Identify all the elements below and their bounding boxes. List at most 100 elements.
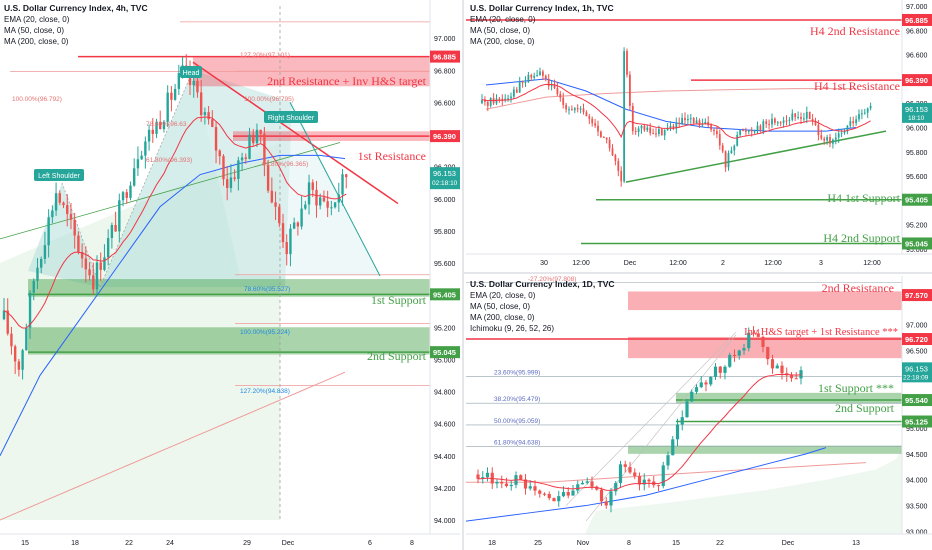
- h4-fib-label: 100.00%(96.792): [12, 96, 62, 103]
- h1-candle-body: [756, 125, 759, 132]
- d1-candle-body: [628, 466, 632, 473]
- chart-canvas-4h[interactable]: 97.00096.80096.60096.40096.20096.00095.8…: [0, 0, 460, 550]
- h4-candle-body: [255, 129, 259, 144]
- ma50-indicator-label[interactable]: MA (50, close, 0): [4, 26, 65, 35]
- h4-candle-body: [133, 168, 136, 186]
- h4-candle-body: [6, 310, 9, 334]
- h4-candle-body: [278, 206, 281, 224]
- h4-candle-body: [263, 133, 266, 165]
- h1-candle-body: [524, 82, 527, 84]
- h4-price-tick: 94.400: [434, 454, 456, 461]
- h4-last-price: 96.153: [433, 169, 456, 178]
- h1-candle-body: [721, 145, 724, 152]
- h1-candle-body: [588, 116, 591, 119]
- d1-time-tick: 15: [672, 540, 680, 547]
- h4-countdown: 02:18:10: [432, 180, 458, 187]
- h1-candle-body: [486, 101, 489, 106]
- chart-canvas-1h[interactable]: 97.00096.80096.60096.40096.20096.00095.8…: [466, 0, 932, 270]
- h4-time-tick: 18: [71, 540, 79, 547]
- d1-candle-body: [709, 376, 713, 385]
- h1-candle-body: [866, 108, 869, 113]
- h4-pattern-line: [99, 70, 194, 288]
- d1-candle-body: [523, 479, 528, 489]
- h4-price-axis-bg: [430, 0, 460, 550]
- h4-ema20-line: [3, 116, 347, 329]
- d1-ema20-line: [477, 373, 802, 491]
- h4-time-tick: 15: [21, 540, 29, 547]
- h1-candle-body: [863, 112, 866, 114]
- chart-title-4h: U.S. Dollar Currency Index, 4h, TVC: [4, 3, 148, 13]
- h1-candle-body: [585, 112, 588, 117]
- h4-candle-body: [21, 350, 24, 370]
- h1-candle-body: [791, 113, 794, 120]
- h4-last-price-bg: [430, 167, 460, 190]
- d1-candle-body: [794, 378, 798, 380]
- d1-candle-body: [604, 501, 608, 506]
- h4-candle-body: [211, 119, 214, 128]
- d1-ma200-line: [466, 462, 867, 483]
- h4-support-zone-2: [28, 327, 430, 355]
- h4-candle-body: [240, 157, 244, 161]
- ema-indicator-label[interactable]: EMA (20, close, 0): [470, 291, 536, 300]
- panel-divider-vertical[interactable]: [462, 0, 464, 550]
- ma200-indicator-label[interactable]: MA (200, close, 0): [470, 37, 535, 46]
- h1-sup1-price-tag-bg: [902, 193, 932, 206]
- h1-candle-body: [788, 119, 791, 121]
- ma200-indicator-label[interactable]: MA (200, close, 0): [4, 37, 69, 46]
- ma200-indicator-label[interactable]: MA (200, close, 0): [470, 313, 535, 322]
- chart-panel-4h[interactable]: 97.00096.80096.60096.40096.20096.00095.8…: [0, 0, 460, 550]
- h1-candle-body: [626, 51, 628, 75]
- h4-candle-body: [162, 121, 166, 130]
- d1-candle-body: [623, 464, 627, 467]
- chart-panel-1d[interactable]: 97.00096.50096.00095.50095.00094.50094.0…: [466, 276, 932, 550]
- chart-panel-1h[interactable]: 97.00096.80096.60096.40096.20096.00095.8…: [466, 0, 932, 270]
- h1-candle-body: [591, 118, 594, 124]
- d1-candle-body: [590, 481, 594, 487]
- ma50-indicator-label[interactable]: MA (50, close, 0): [470, 302, 531, 311]
- ichimoku-indicator-label[interactable]: Ichimoku (9, 26, 52, 26): [470, 324, 555, 333]
- d1-ichimoku-cloud: [586, 448, 902, 534]
- d1-candle-body: [528, 486, 532, 489]
- panel-divider-horizontal[interactable]: [464, 272, 932, 274]
- d1-price-tick: 93.000: [906, 529, 928, 536]
- h4-right-shoulder-tag: Right Shoulder: [268, 115, 315, 122]
- d1-ma50-line: [466, 447, 827, 522]
- h1-candle-body: [643, 125, 646, 131]
- h4-candle-body: [166, 92, 169, 122]
- d1-fib-label: 61.80%(94.638): [494, 440, 540, 447]
- h1-candle-body: [701, 123, 704, 126]
- h1-candle-body: [634, 131, 637, 133]
- h1-last-price: 96.153: [905, 105, 928, 114]
- h1-candle-body: [704, 122, 707, 124]
- h1-candle-body: [762, 121, 765, 131]
- h1-candle-body: [820, 135, 823, 139]
- chart-canvas-1d[interactable]: 97.00096.50096.00095.50095.00094.50094.0…: [466, 276, 932, 550]
- h4-candle-body: [170, 92, 173, 100]
- d1-support-2-label: 2nd Support: [835, 401, 895, 415]
- h1-candle-body: [623, 51, 625, 182]
- h4-candle-body: [326, 201, 329, 208]
- d1-candle-body: [637, 476, 642, 485]
- h1-candle-body: [576, 108, 579, 110]
- h4-candle-body: [233, 177, 236, 179]
- d1-candle-body: [504, 483, 509, 487]
- d1-candle-body: [542, 493, 547, 495]
- d1-sup1-price-tag: 95.540: [905, 396, 928, 405]
- h4-time-tick: Dec: [282, 540, 295, 547]
- d1-candle-body: [580, 482, 585, 485]
- h4-candle-body: [296, 222, 300, 227]
- ema-indicator-label[interactable]: EMA (20, close, 0): [4, 15, 70, 24]
- h4-candle-body: [199, 92, 203, 116]
- d1-support-zone-2: [628, 445, 902, 454]
- h4-time-tick: 8: [410, 540, 414, 547]
- h1-candle-body: [579, 108, 582, 110]
- h1-candle-body: [716, 131, 718, 135]
- h4-candle-body: [345, 174, 348, 178]
- ema-indicator-label[interactable]: EMA (20, close, 0): [470, 15, 536, 24]
- h4-price-tick: 96.000: [434, 197, 456, 204]
- d1-candle-body: [699, 382, 703, 388]
- h4-candle-body: [207, 112, 210, 120]
- h4-candle-body: [136, 159, 140, 169]
- h4-price-tick: 95.600: [434, 261, 456, 268]
- ma50-indicator-label[interactable]: MA (50, close, 0): [470, 26, 531, 35]
